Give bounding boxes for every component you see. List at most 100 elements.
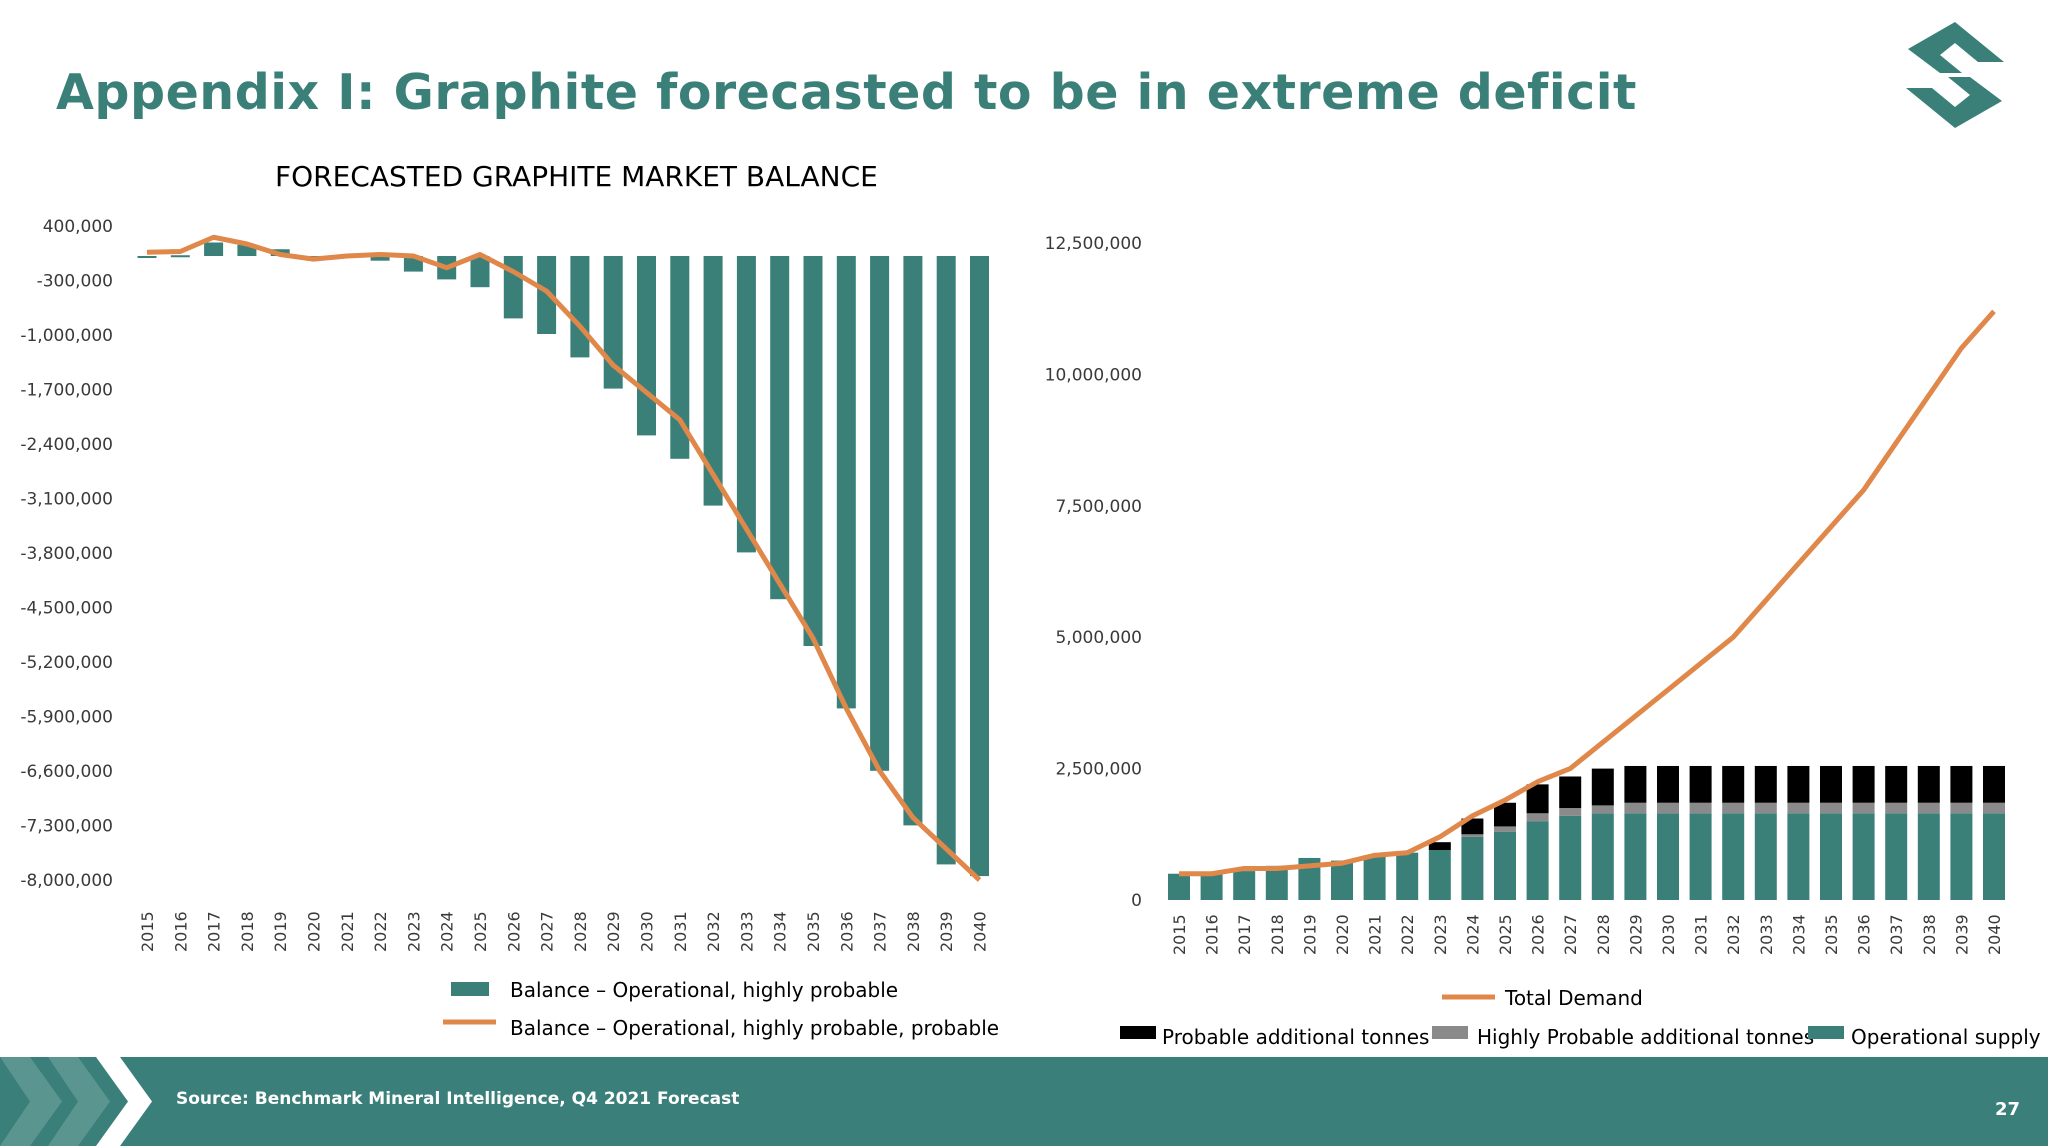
highly-probable-bar bbox=[1526, 813, 1549, 822]
balance-bar bbox=[603, 256, 623, 389]
balance-bar bbox=[803, 256, 823, 646]
balance-bar bbox=[470, 256, 490, 288]
legend-swatch-probable bbox=[1120, 1026, 1156, 1039]
x-tick-label: 2033 bbox=[1757, 914, 1776, 955]
x-tick-label: 2025 bbox=[471, 911, 490, 952]
operational-supply-bar bbox=[1363, 855, 1386, 900]
chart-subtitle: FORECASTED GRAPHITE MARKET BALANCE bbox=[275, 160, 878, 193]
x-tick-label: 2040 bbox=[1985, 914, 2004, 955]
balance-bar bbox=[936, 256, 956, 865]
highly-probable-bar bbox=[1983, 802, 2005, 814]
y-tick-label: -2,400,000 bbox=[20, 435, 113, 455]
y-tick-label: -3,100,000 bbox=[20, 490, 113, 510]
operational-supply-bar bbox=[1168, 873, 1190, 900]
x-tick-label: 2022 bbox=[371, 911, 390, 952]
operational-supply-bar bbox=[1331, 860, 1353, 900]
y-tick-label: -300,000 bbox=[37, 272, 113, 292]
probable-bar bbox=[1559, 776, 1582, 809]
legend-swatch-highly-probable bbox=[1432, 1026, 1468, 1039]
x-tick-label: 2028 bbox=[1594, 914, 1613, 955]
operational-supply-bar bbox=[1820, 813, 1842, 900]
highly-probable-bar bbox=[1461, 834, 1484, 837]
x-tick-label: 2021 bbox=[338, 911, 357, 952]
probable-bar bbox=[1526, 784, 1549, 814]
balance-bar bbox=[170, 255, 190, 258]
operational-supply-bar bbox=[1689, 813, 1712, 900]
y-tick-label: -1,700,000 bbox=[20, 381, 113, 401]
page-number: 27 bbox=[1994, 1099, 2020, 1120]
x-tick-label: 2036 bbox=[1855, 914, 1874, 955]
operational-supply-bar bbox=[1754, 813, 1777, 900]
legend-label: Highly Probable additional tonnes bbox=[1477, 1025, 1814, 1049]
highly-probable-bar bbox=[1559, 808, 1582, 816]
y-tick-label: 7,500,000 bbox=[1055, 497, 1142, 517]
x-tick-label: 2018 bbox=[238, 911, 257, 952]
balance-bar bbox=[703, 256, 723, 506]
probable-bar bbox=[1461, 818, 1484, 835]
y-tick-label: -5,900,000 bbox=[20, 708, 113, 728]
x-tick-label: 2038 bbox=[904, 911, 923, 952]
y-tick-label: 5,000,000 bbox=[1055, 628, 1142, 648]
x-tick-label: 2024 bbox=[438, 911, 457, 952]
market-balance-chart: 400,000 -300,000 -1,000,000 -1,700,000 -2,40… bbox=[20, 217, 999, 1040]
highly-probable-bar bbox=[1657, 802, 1679, 814]
x-tick-label: 2039 bbox=[1952, 914, 1971, 955]
probable-bar bbox=[1754, 765, 1777, 803]
operational-supply-bar bbox=[1885, 813, 1908, 900]
highly-probable-bar bbox=[1917, 802, 1940, 814]
x-tick-label: 2032 bbox=[704, 911, 723, 952]
x-tick-label: 2030 bbox=[638, 911, 657, 952]
operational-supply-bar bbox=[1265, 865, 1288, 900]
y-tick-label: -8,000,000 bbox=[20, 871, 113, 891]
operational-supply-bar bbox=[1428, 850, 1451, 900]
operational-supply-bar bbox=[1526, 821, 1549, 900]
balance-bar bbox=[670, 256, 690, 459]
source-note: Source: Benchmark Mineral Intelligence, … bbox=[176, 1089, 740, 1109]
x-tick-label: 2033 bbox=[737, 911, 756, 952]
balance-bar bbox=[370, 256, 390, 261]
operational-supply-bar bbox=[1852, 813, 1875, 900]
highly-probable-bar bbox=[1820, 802, 1842, 814]
balance-bar bbox=[870, 256, 890, 771]
x-tick-label: 2024 bbox=[1463, 914, 1482, 955]
x-tick-label: 2035 bbox=[804, 911, 823, 952]
highly-probable-bar bbox=[1754, 802, 1777, 814]
probable-bar bbox=[1657, 765, 1679, 803]
x-tick-label: 2029 bbox=[1626, 914, 1645, 955]
legend-bar-swatch bbox=[451, 982, 489, 996]
operational-supply-bar bbox=[1591, 813, 1614, 900]
legend-label: Operational supply bbox=[1851, 1025, 2041, 1049]
x-tick-label: 2025 bbox=[1496, 914, 1515, 955]
supply-demand-chart: 12,500,000 10,000,000 7,500,000 5,000,000 2,… bbox=[1045, 234, 2041, 1049]
balance-bar bbox=[537, 256, 557, 334]
x-tick-label: 2019 bbox=[1300, 914, 1319, 955]
highly-probable-bar bbox=[1494, 826, 1516, 832]
x-tick-label: 2031 bbox=[671, 911, 690, 952]
x-tick-label: 2030 bbox=[1659, 914, 1678, 955]
balance-bar bbox=[970, 256, 989, 877]
highly-probable-bar bbox=[1624, 802, 1647, 814]
company-logo-icon bbox=[1906, 22, 2004, 128]
legend-label: Probable additional tonnes bbox=[1162, 1025, 1429, 1049]
operational-supply-bar bbox=[1233, 871, 1256, 900]
highly-probable-bar bbox=[1722, 802, 1745, 814]
probable-bar bbox=[1917, 765, 1940, 803]
balance-bar bbox=[237, 244, 257, 256]
x-tick-label: 2037 bbox=[871, 911, 890, 952]
highly-probable-bar bbox=[1591, 805, 1614, 814]
y-tick-label: 400,000 bbox=[43, 217, 113, 237]
x-tick-label: 2034 bbox=[1789, 914, 1808, 955]
x-tick-label: 2039 bbox=[937, 911, 956, 952]
footer-bar: Source: Benchmark Mineral Intelligence, … bbox=[0, 1057, 2048, 1146]
y-tick-label: -3,800,000 bbox=[20, 544, 113, 564]
operational-supply-bar bbox=[1787, 813, 1810, 900]
probable-bar bbox=[1820, 765, 1842, 803]
total-demand-line bbox=[1179, 309, 1996, 877]
highly-probable-bar bbox=[1950, 802, 1973, 814]
y-tick-label: -7,300,000 bbox=[20, 817, 113, 837]
balance-bar bbox=[736, 256, 756, 553]
x-tick-label: 2017 bbox=[205, 911, 224, 952]
x-tick-label: 2027 bbox=[538, 911, 557, 952]
balance-bar bbox=[770, 256, 790, 600]
x-tick-label: 2027 bbox=[1561, 914, 1580, 955]
